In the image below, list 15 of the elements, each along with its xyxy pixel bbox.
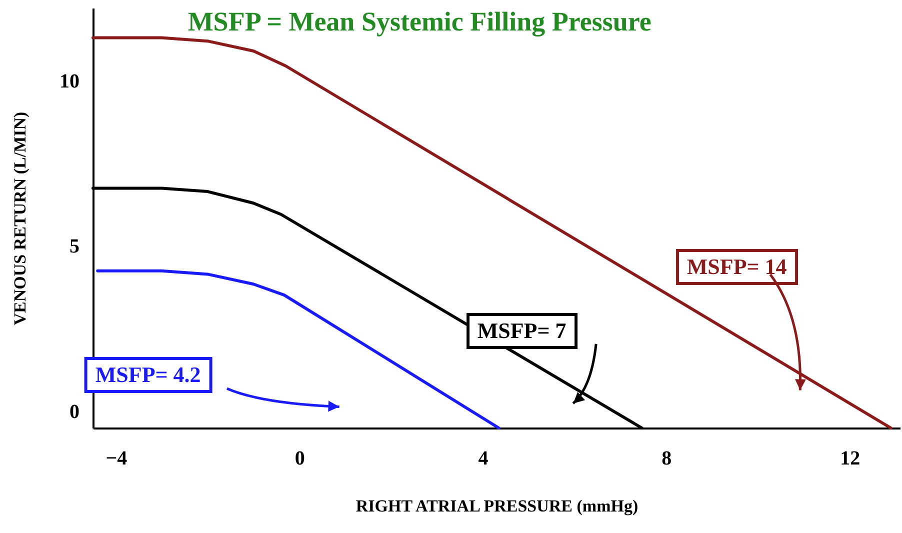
y-axis-title: VENOUS RETURN (L/MIN) — [10, 112, 30, 326]
annotation: MSFP= 14 — [676, 248, 798, 285]
chart-title: MSFP = Mean Systemic Filling Pressure — [188, 6, 652, 38]
y-tick-label: 5 — [70, 236, 80, 258]
annotation: MSFP= 4.2 — [84, 356, 212, 393]
x-tick-label: 0 — [294, 448, 305, 470]
x-axis-title: RIGHT ATRIAL PRESSURE (mmHg) — [356, 496, 638, 516]
x-tick-label: 12 — [840, 448, 860, 470]
x-tick-label: −4 — [106, 448, 128, 470]
y-tick-label: 0 — [70, 400, 80, 423]
line-series — [92, 36, 892, 430]
annotation: MSFP= 7 — [466, 312, 578, 349]
x-tick-label: 8 — [662, 448, 672, 470]
y-tick-label: 10 — [60, 70, 80, 92]
x-tick-label: 4 — [478, 448, 488, 470]
